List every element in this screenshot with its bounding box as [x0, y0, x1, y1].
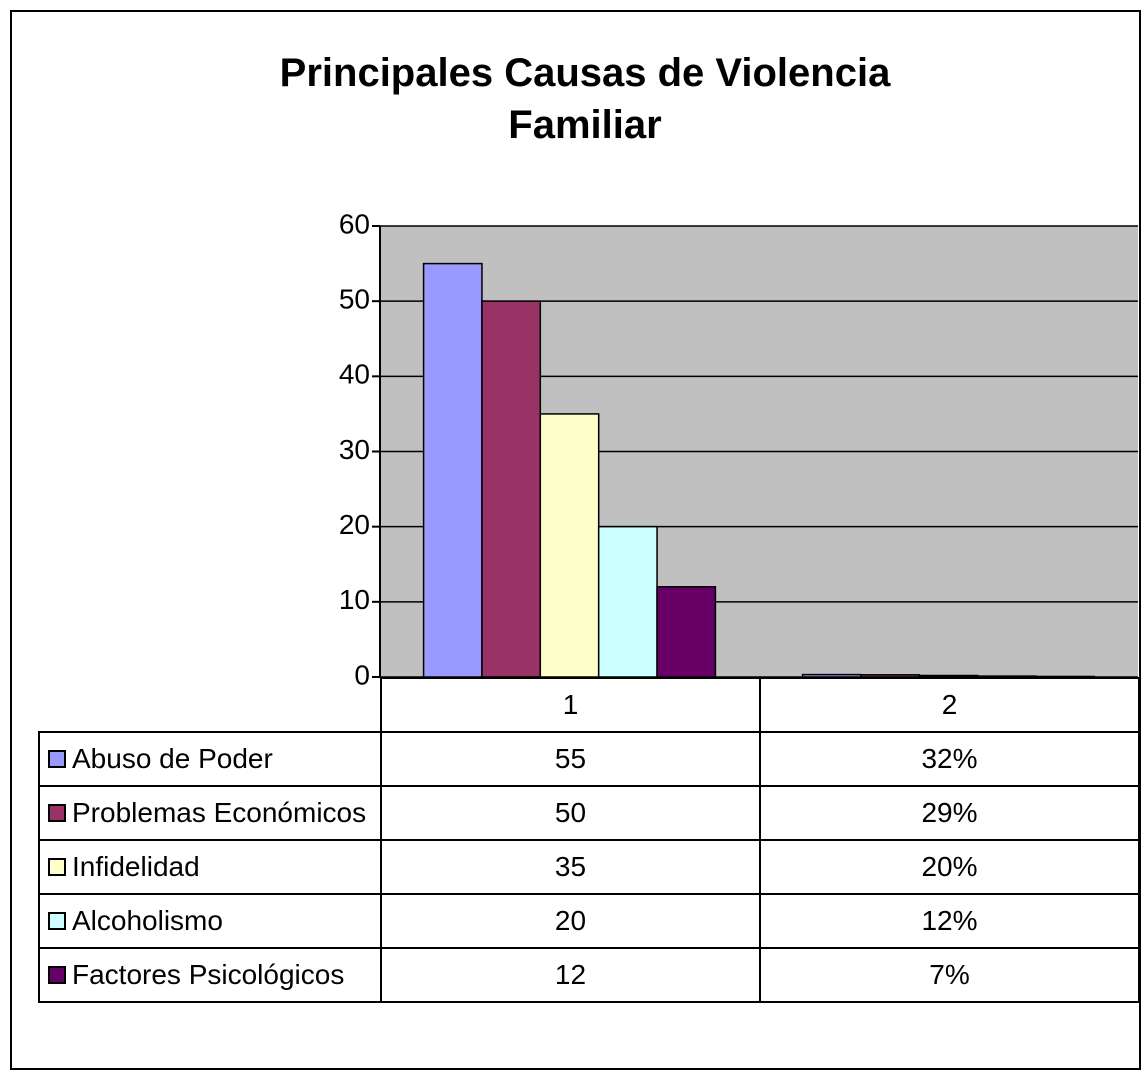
data-label: 12% [759, 893, 1140, 949]
legend-key [48, 804, 66, 822]
legend-label: Alcoholismo [72, 905, 223, 936]
table-row: Problemas Económicos 50 29% [38, 785, 1140, 841]
table-row: Alcoholismo 20 12% [38, 893, 1140, 949]
data-label: 12 [380, 947, 761, 1003]
data-label: 32% [759, 731, 1140, 787]
legend-key [48, 750, 66, 768]
x-tick-label: 2 [759, 677, 1140, 733]
legend-cell: Problemas Económicos [38, 785, 382, 841]
bar [422, 262, 483, 678]
legend-label: Abuso de Poder [72, 743, 273, 774]
y-tick-label: 60 [339, 208, 370, 239]
x-tick-label: 1 [380, 677, 761, 733]
legend-key [48, 912, 66, 930]
table-corner [39, 678, 382, 733]
legend-cell: Abuso de Poder [38, 731, 382, 787]
legend-label: Problemas Económicos [72, 797, 367, 828]
y-tick-label: 50 [339, 284, 370, 315]
bar [1035, 675, 1096, 678]
data-label: 35 [380, 839, 761, 895]
table-row: Infidelidad 35 20% [38, 839, 1140, 895]
y-tick-label: 30 [339, 434, 370, 465]
table-row: Abuso de Poder 55 32% [38, 731, 1140, 787]
bar [597, 525, 658, 678]
y-tick-label: 10 [339, 584, 370, 615]
legend-cell: Factores Psicológicos [38, 947, 382, 1003]
legend-cell: Infidelidad [38, 839, 382, 895]
data-label: 55 [380, 731, 761, 787]
chart-title: Principales Causas de Violencia Familiar [280, 51, 891, 147]
legend-key [48, 858, 66, 876]
data-label: 20 [380, 893, 761, 949]
bar [656, 586, 717, 678]
y-tick-label: 20 [339, 509, 370, 540]
table-row: Factores Psicológicos 12 7% [38, 947, 1140, 1003]
data-label: 7% [759, 947, 1140, 1003]
data-label: 29% [759, 785, 1140, 841]
legend-label: Factores Psicológicos [72, 959, 345, 990]
legend-key [48, 966, 66, 984]
bar [539, 413, 600, 678]
data-label: 50 [380, 785, 761, 841]
data-label: 20% [759, 839, 1140, 895]
bar [481, 300, 542, 678]
legend-label: Infidelidad [72, 851, 200, 882]
legend-cell: Alcoholismo [38, 893, 382, 949]
y-tick-label: 40 [339, 359, 370, 390]
data-table: 1 2 Abuso de Poder 55 32% Problemas Económico… [38, 677, 1140, 1003]
